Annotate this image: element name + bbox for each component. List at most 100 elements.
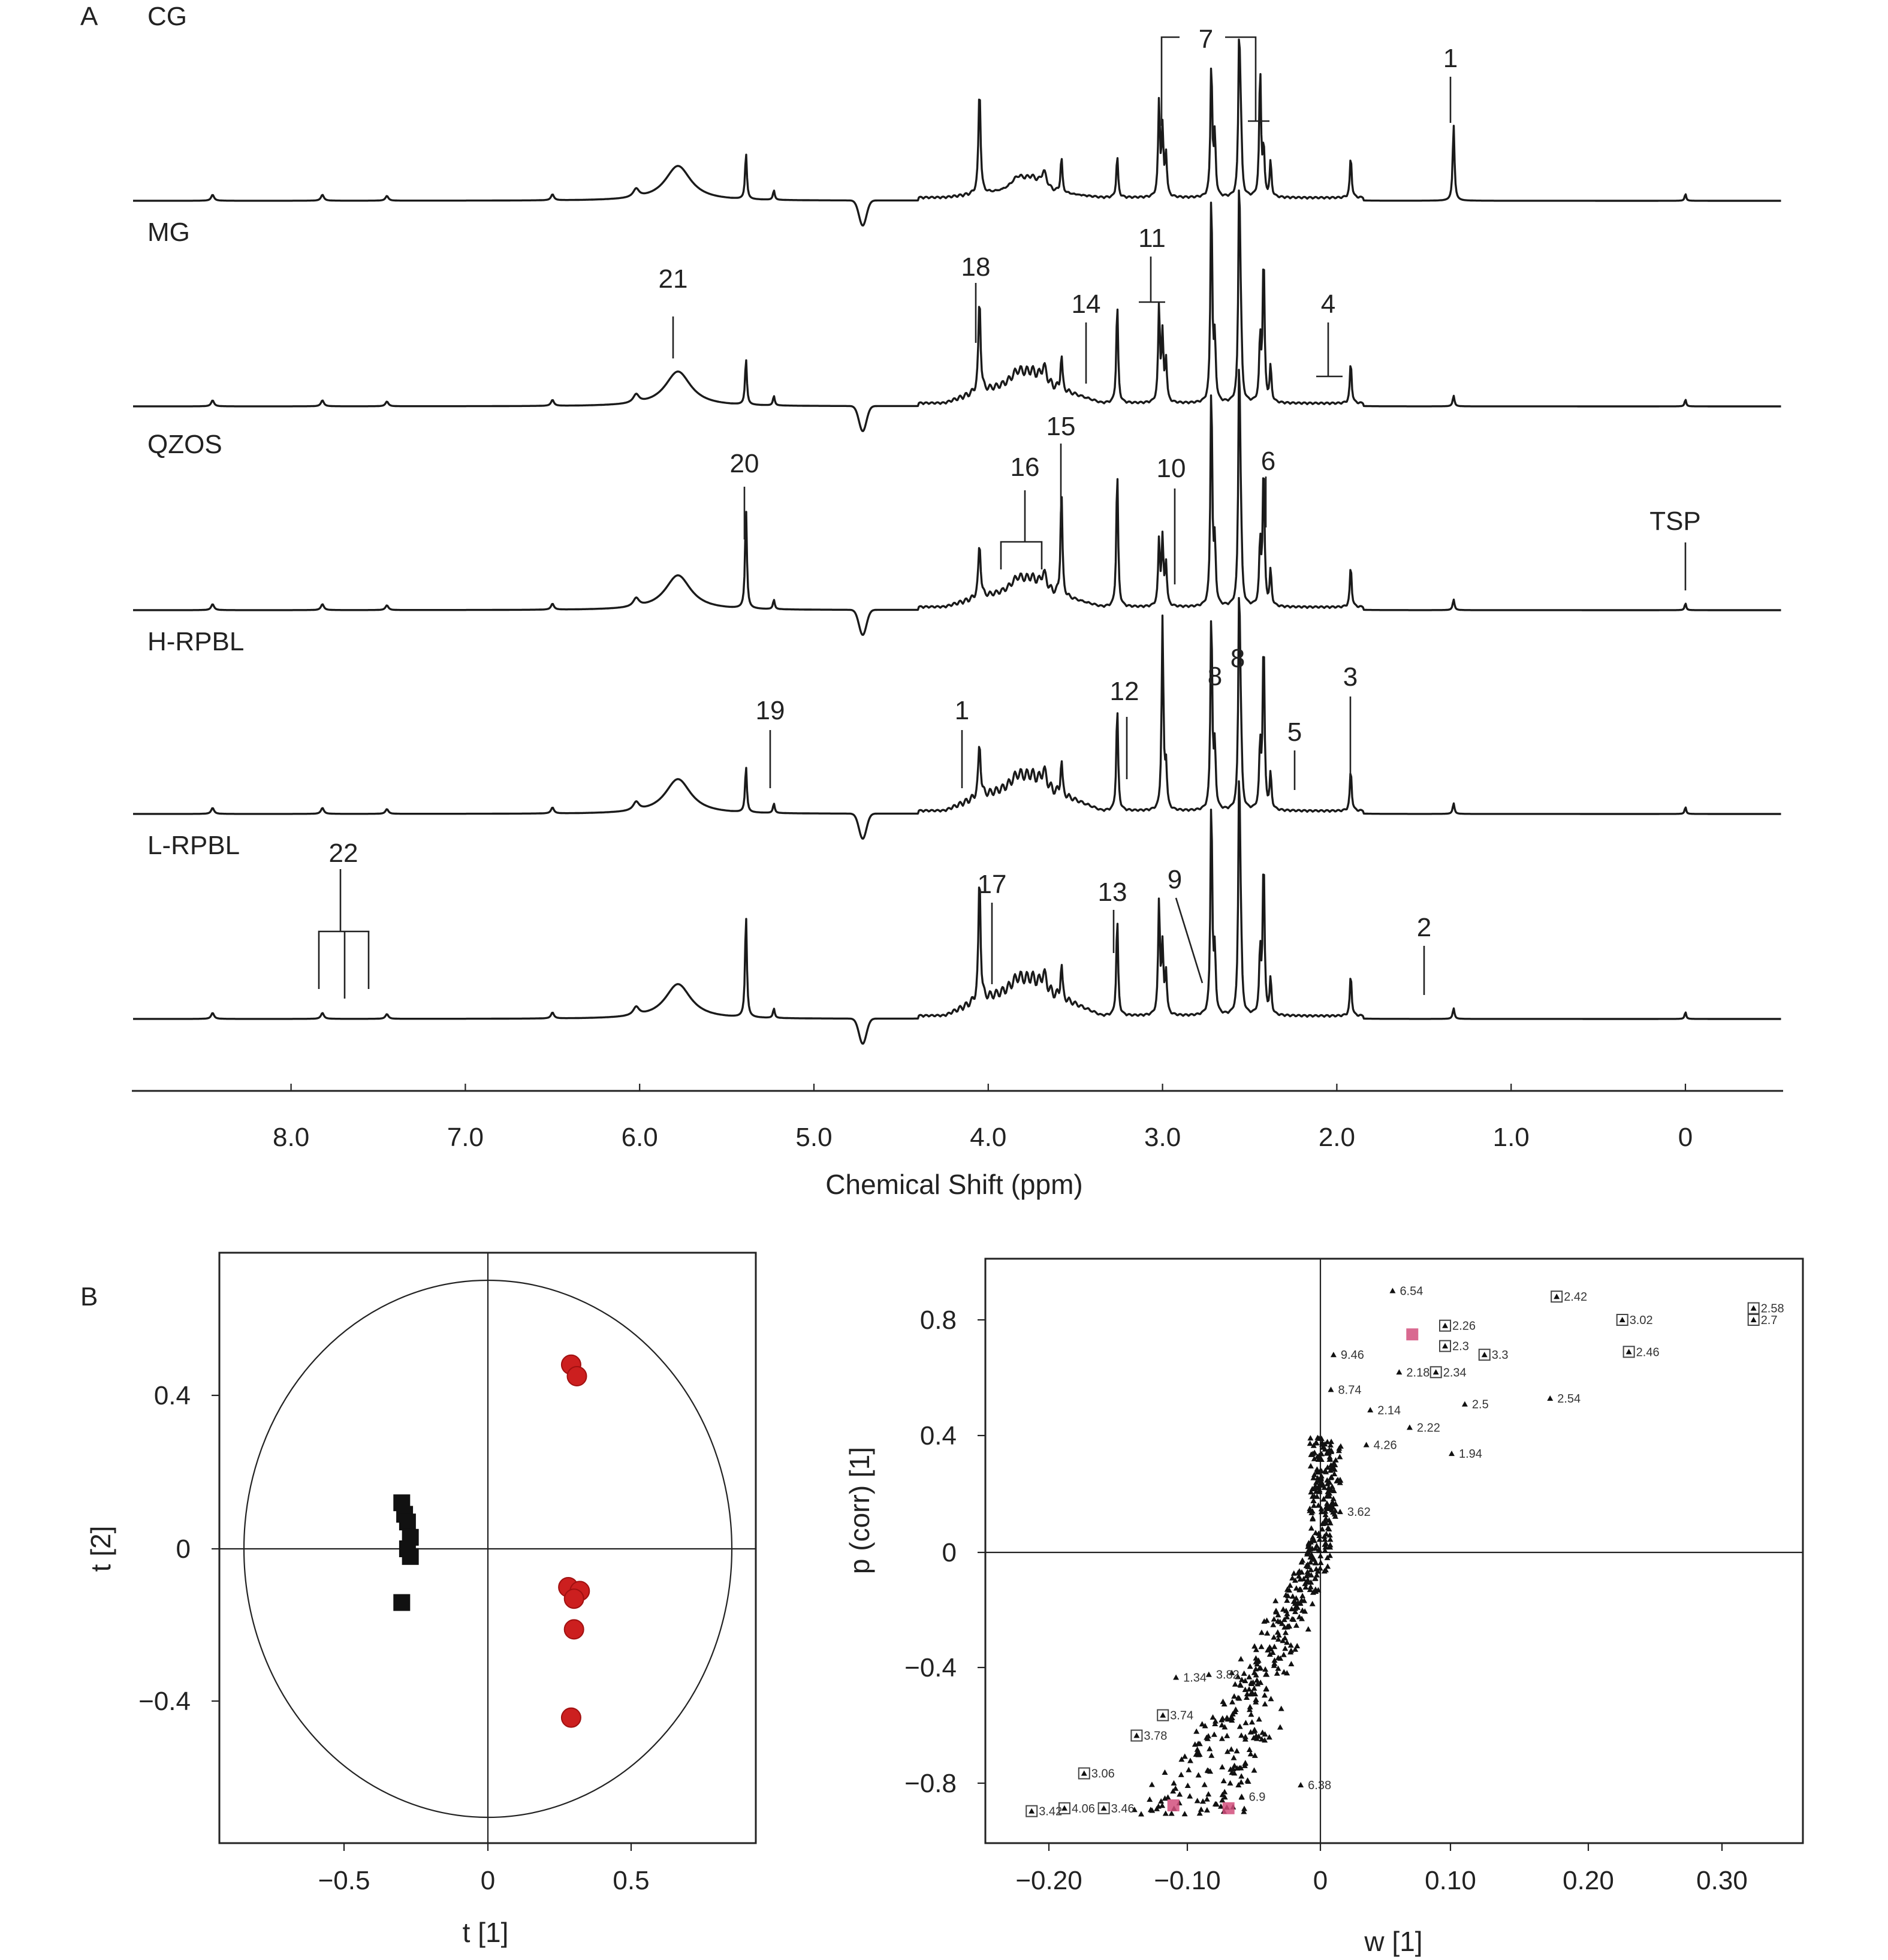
s-plot-variable — [1289, 1593, 1296, 1599]
s-plot-variable — [1292, 1599, 1299, 1605]
s-plot-variable — [1301, 1576, 1307, 1582]
s-plot-variable — [1186, 1766, 1192, 1772]
s-plot-variable — [1195, 1741, 1202, 1746]
s-plot-variable — [1279, 1620, 1285, 1626]
s-plot-variable — [1310, 1534, 1316, 1540]
s-plot-variable — [1305, 1626, 1311, 1632]
peak-label-15: 15 — [1046, 412, 1076, 441]
score-y-tick-label: 0 — [176, 1534, 191, 1564]
peak-leader-9 — [1175, 897, 1204, 984]
s-plot-variable — [1320, 1482, 1326, 1488]
s-plot-variable — [1325, 1503, 1331, 1509]
s-plot-variable — [1322, 1541, 1328, 1547]
s-plot-labeled-point — [1547, 1395, 1554, 1401]
s-plot-variable — [1245, 1778, 1251, 1784]
s-plot-variable — [1262, 1731, 1268, 1737]
s-plot-variable — [1251, 1767, 1257, 1773]
s-plot-variable — [1271, 1644, 1278, 1650]
s-plot-variable — [1254, 1659, 1261, 1664]
s-plot-variable — [1330, 1495, 1337, 1501]
s-plot-variable — [1242, 1733, 1248, 1739]
s-plot-variable — [1313, 1488, 1319, 1494]
s-plot-point-label: 6.54 — [1400, 1285, 1423, 1298]
s-plot-variable — [1257, 1665, 1264, 1670]
s-plot-variable — [1322, 1467, 1329, 1473]
s-plot-variable — [1310, 1497, 1317, 1503]
s-plot-variable — [1271, 1616, 1277, 1622]
s-plot-labeled-point — [1029, 1808, 1035, 1814]
s-plot-variable — [1287, 1582, 1293, 1588]
s-plot-variable — [1331, 1460, 1337, 1466]
s-plot-variable — [1315, 1456, 1322, 1462]
s-x-tick-label: −0.10 — [1154, 1866, 1220, 1895]
s-plot-variable — [1308, 1579, 1314, 1585]
s-plot-boxed-marker — [1551, 1290, 1563, 1303]
s-plot-variable — [1292, 1605, 1298, 1611]
s-plot-variable — [1251, 1727, 1258, 1733]
score-y-ticks: 0.4 0 −0.4 — [138, 1381, 219, 1716]
s-plot-variable — [1278, 1705, 1284, 1711]
s-plot-variable — [1296, 1614, 1302, 1620]
s-plot-variable — [1232, 1681, 1238, 1687]
s-plot-point-label: 9.46 — [1341, 1349, 1364, 1362]
s-plot-variable — [1326, 1493, 1333, 1499]
s-plot-point-label: 2.42 — [1564, 1290, 1587, 1304]
s-plot-variable — [1303, 1563, 1310, 1569]
peak-label-12: 12 — [1110, 677, 1139, 706]
score-x-tick-label: −0.5 — [318, 1866, 370, 1895]
s-plot-variable — [1309, 1486, 1316, 1491]
s-plot-variable — [1220, 1778, 1227, 1784]
s-plot-variable — [1326, 1552, 1333, 1558]
s-plot-point-label: 3.02 — [1630, 1314, 1653, 1327]
s-plot-boxed-marker — [1097, 1802, 1110, 1814]
spectrum-cg — [132, 38, 1781, 227]
s-y-ticks: 0.8 0.4 0 −0.4 −0.8 — [904, 1305, 985, 1798]
s-plot-variable — [1225, 1748, 1230, 1754]
x-axis-title-a: Chemical Shift (ppm) — [825, 1169, 1082, 1200]
peak-label-1-h: 1 — [955, 696, 969, 725]
s-plot-variable — [1266, 1644, 1273, 1650]
s-plot-variable — [1220, 1698, 1226, 1704]
s-plot-variable — [1327, 1519, 1334, 1525]
s-plot-variable — [1308, 1551, 1315, 1557]
trace-label-cg: CG — [147, 2, 187, 31]
s-plot-variable — [1218, 1803, 1224, 1809]
s-plot-variable — [1329, 1483, 1335, 1489]
peak-leaders — [318, 36, 1687, 999]
s-plot-variable — [1158, 1798, 1165, 1804]
s-plot-variable — [1238, 1656, 1244, 1662]
trace-label-l-rpbl: L-RPBL — [147, 831, 240, 860]
s-plot-variable — [1187, 1793, 1193, 1799]
spectrum-qzos — [132, 369, 1781, 636]
s-plot-variable — [1284, 1639, 1290, 1645]
peak-label-17: 17 — [978, 870, 1007, 899]
s-plot-variable — [1335, 1448, 1342, 1454]
hotelling-ellipse — [243, 1279, 733, 1819]
s-plot-labeled-point — [1750, 1305, 1757, 1311]
s-plot-variable — [1236, 1723, 1243, 1729]
s-plot-labeled-point — [1625, 1349, 1632, 1355]
s-plot-variable — [1284, 1586, 1290, 1592]
s-plot-variable — [1307, 1587, 1313, 1593]
s-plot-labeled-point — [1750, 1317, 1757, 1322]
s-plot-variable — [1257, 1679, 1264, 1685]
s-plot-variable — [1337, 1479, 1343, 1485]
s-plot-variable — [1272, 1597, 1279, 1603]
s-plot-variable — [1227, 1780, 1233, 1786]
score-point-group2 — [560, 1707, 581, 1728]
s-plot-variable — [1298, 1559, 1305, 1565]
s-plot-labeled-point — [1481, 1352, 1488, 1358]
s-plot-variable — [1327, 1536, 1334, 1542]
s-plot-variable — [1247, 1703, 1253, 1709]
s-plot-variable — [1312, 1586, 1319, 1592]
s-plot-variable — [1317, 1552, 1324, 1558]
s-plot-variable — [1212, 1718, 1219, 1724]
score-point-group1 — [393, 1594, 411, 1611]
s-plot-variable — [1318, 1506, 1325, 1512]
s-plot-variable — [1317, 1565, 1323, 1571]
s-plot-boxed-marker — [1439, 1319, 1452, 1332]
s-plot-variable — [1282, 1645, 1289, 1651]
s-plot-variable — [1253, 1699, 1259, 1705]
x-ticks-a: 8.0 7.0 6.0 5.0 4.0 3.0 2.0 1.0 0 — [273, 1084, 1693, 1152]
s-plot-variable — [1194, 1798, 1201, 1804]
